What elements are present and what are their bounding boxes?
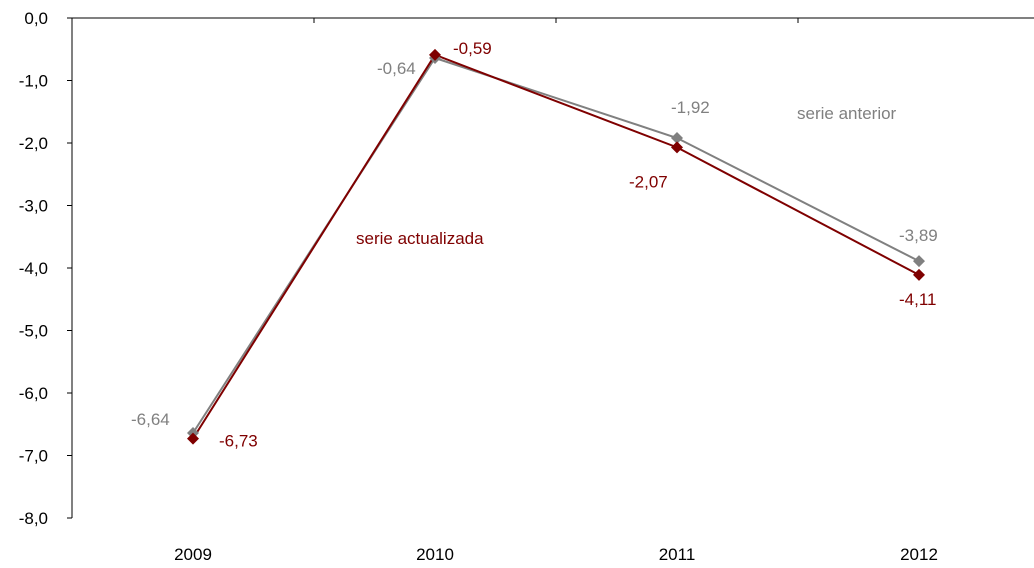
series-1-marker <box>429 48 441 61</box>
axes <box>67 17 1034 519</box>
data-label-series-0: -6,64 <box>131 410 170 429</box>
data-label-series-0: -0,64 <box>377 59 416 78</box>
y-tick-label: -1,0 <box>19 72 48 91</box>
data-label-series-0: -1,92 <box>671 98 710 117</box>
y-tick-label: -2,0 <box>19 134 48 153</box>
y-tick-label: -3,0 <box>19 197 48 216</box>
y-tick-label: -8,0 <box>19 509 48 528</box>
series-markers <box>187 48 925 445</box>
data-label-series-1: -4,11 <box>899 290 937 309</box>
series-label-actualizada: serie actualizada <box>356 229 484 248</box>
series-label-anterior: serie anterior <box>797 104 897 123</box>
x-axis-tick-labels: 2009 2010 2011 2012 <box>174 545 938 564</box>
x-tick-label: 2012 <box>900 545 938 564</box>
x-tick-label: 2009 <box>174 545 212 564</box>
series-1-marker <box>671 141 683 154</box>
series-1-marker <box>913 268 925 281</box>
y-axis-tick-labels: 0,0 -1,0 -2,0 -3,0 -4,0 -5,0 -6,0 -7,0 -8,0 <box>19 9 48 528</box>
series-lines <box>192 53 920 440</box>
y-tick-label: 0,0 <box>24 9 48 28</box>
series-1-marker <box>187 432 199 445</box>
data-label-series-1: -2,07 <box>629 172 668 191</box>
data-label-series-0: -3,89 <box>899 226 938 245</box>
x-tick-label: 2011 <box>659 545 696 564</box>
series-0-marker <box>913 255 925 268</box>
series-0-marker <box>671 132 683 144</box>
y-tick-label: -5,0 <box>19 322 48 341</box>
series-line-1 <box>192 53 920 440</box>
data-labels: -6,64 -0,64 -1,92 -3,89 -6,73 -0,59 -2,07 -4,11 <box>131 39 938 451</box>
y-tick-label: -7,0 <box>19 447 48 466</box>
data-label-series-1: -0,59 <box>453 39 492 58</box>
y-tick-label: -4,0 <box>19 259 48 278</box>
x-tick-label: 2010 <box>416 545 454 564</box>
data-label-series-1: -6,73 <box>219 432 258 451</box>
y-tick-label: -6,0 <box>19 384 48 403</box>
